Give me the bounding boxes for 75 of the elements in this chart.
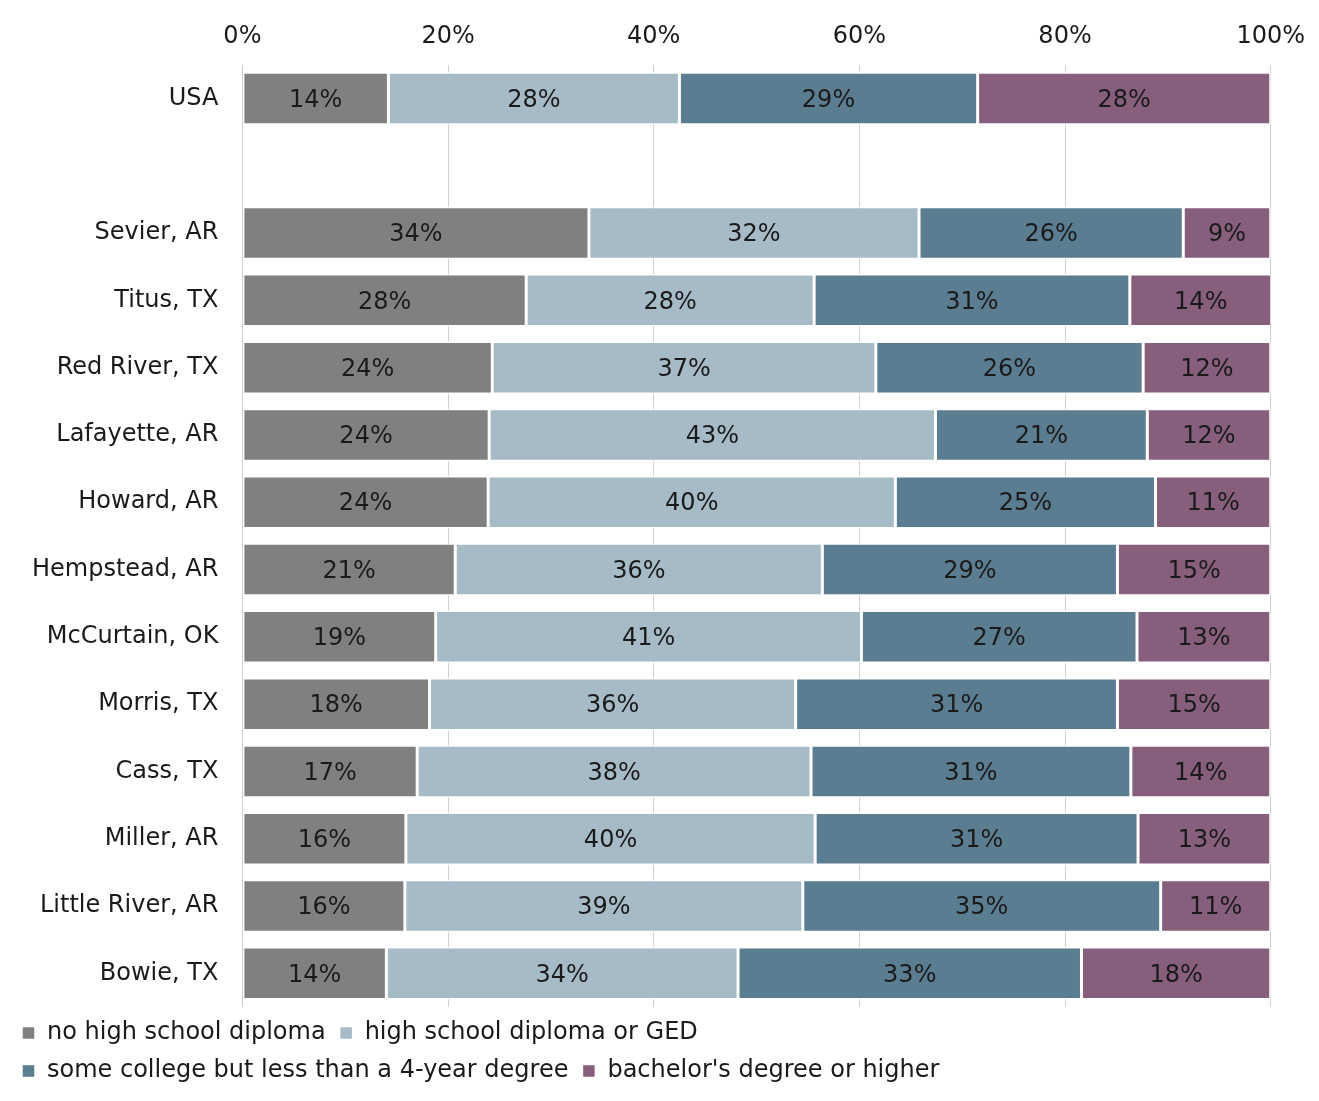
data-label: 28%	[1097, 84, 1151, 113]
data-label: 14%	[287, 959, 342, 988]
data-label: 28%	[357, 286, 412, 315]
data-label: 14%	[1174, 286, 1228, 315]
data-label: 29%	[801, 84, 856, 113]
legend-label: some college but less than a 4-year degree	[47, 1055, 569, 1084]
data-label: 36%	[612, 555, 666, 584]
data-label: 33%	[883, 959, 937, 988]
y-tick-label: Howard, AR	[78, 486, 219, 515]
y-tick-label: Bowie, TX	[99, 957, 219, 986]
data-label: 14%	[1174, 757, 1228, 786]
data-label: 35%	[955, 892, 1009, 921]
data-label: 39%	[577, 892, 631, 921]
y-tick-label: Morris, TX	[98, 688, 219, 717]
data-label: 19%	[312, 623, 366, 652]
data-label: 31%	[949, 824, 1004, 853]
x-tick-label: 80%	[1038, 20, 1092, 49]
x-tick-label: 60%	[832, 20, 887, 49]
data-label: 24%	[339, 421, 393, 450]
data-label: 16%	[297, 892, 351, 921]
data-label: 28%	[507, 84, 561, 113]
y-tick-label: Sevier, AR	[94, 217, 219, 246]
data-label: 11%	[1186, 488, 1240, 517]
data-label: 41%	[621, 623, 676, 652]
data-label: 21%	[1014, 421, 1069, 450]
data-label: 34%	[535, 959, 589, 988]
y-tick-label: Hempstead, AR	[31, 553, 219, 582]
legend-label: bachelor's degree or higher	[607, 1055, 940, 1084]
data-label: 17%	[303, 757, 357, 786]
data-label: 36%	[585, 690, 640, 719]
data-label: 43%	[685, 421, 739, 450]
data-label: 31%	[945, 286, 999, 315]
data-label: 32%	[727, 219, 781, 248]
data-label: 37%	[657, 353, 711, 382]
data-label: 14%	[288, 84, 343, 113]
data-label: 13%	[1177, 824, 1232, 853]
y-tick-label: Cass, TX	[115, 755, 219, 784]
data-label: 9%	[1207, 219, 1247, 248]
data-label: 12%	[1180, 353, 1234, 382]
data-label: 15%	[1167, 555, 1221, 584]
x-tick-label: 100%	[1236, 20, 1306, 49]
data-label: 24%	[340, 353, 395, 382]
data-label: 26%	[982, 353, 1037, 382]
y-tick-label: USA	[168, 82, 219, 111]
data-label: 31%	[929, 690, 984, 719]
data-label: 27%	[972, 623, 1026, 652]
data-label: 16%	[297, 824, 352, 853]
y-tick-label: McCurtain, OK	[46, 621, 220, 650]
data-label: 21%	[322, 555, 376, 584]
y-tick-label: Red River, TX	[56, 351, 219, 380]
data-label: 24%	[338, 488, 393, 517]
legend-label: high school diploma or GED	[364, 1017, 698, 1046]
y-tick-label: Lafayette, AR	[56, 419, 219, 448]
data-label: 13%	[1177, 623, 1231, 652]
data-label: 12%	[1182, 421, 1236, 450]
data-label: 28%	[643, 286, 697, 315]
data-label: 38%	[587, 757, 641, 786]
data-label: 29%	[943, 555, 997, 584]
y-tick-label: Miller, AR	[104, 822, 219, 851]
data-label: 18%	[309, 690, 363, 719]
data-label: 26%	[1024, 219, 1078, 248]
data-label: 40%	[665, 488, 719, 517]
data-label: 11%	[1189, 892, 1243, 921]
y-tick-label: Titus, TX	[113, 284, 219, 313]
data-label: 15%	[1167, 690, 1221, 719]
data-label: 40%	[583, 824, 638, 853]
data-label: 25%	[998, 488, 1053, 517]
x-tick-label: 20%	[421, 20, 475, 49]
y-tick-label: Little River, AR	[39, 890, 219, 919]
x-tick-label: 0%	[223, 20, 262, 49]
legend-label: no high school diploma	[47, 1017, 326, 1046]
data-label: 34%	[389, 219, 443, 248]
data-label: 31%	[944, 757, 998, 786]
x-tick-label: 40%	[627, 20, 681, 49]
data-label: 18%	[1149, 959, 1203, 988]
